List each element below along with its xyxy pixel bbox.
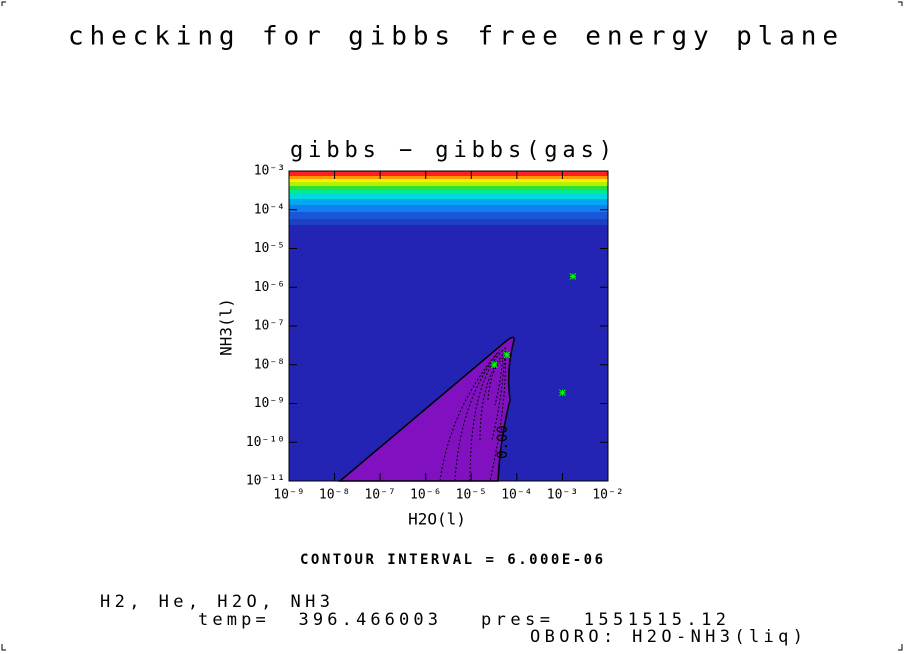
contour-fill <box>289 171 608 482</box>
marker <box>559 389 566 397</box>
x-tick-label: 10⁻⁹ <box>273 488 304 503</box>
x-tick-label: 10⁻⁸ <box>319 488 350 503</box>
x-tick-label: 10⁻⁶ <box>410 488 441 503</box>
y-tick-label: 10⁻¹⁰ <box>246 435 285 450</box>
y-tick-label: 10⁻⁹ <box>254 396 285 411</box>
annotation: temp= 396.466003 <box>198 610 438 630</box>
x-tick-label: 10⁻⁴ <box>501 488 532 503</box>
x-tick-label: 10⁻⁷ <box>364 488 395 503</box>
marker <box>503 351 511 359</box>
y-tick-label: 10⁻⁸ <box>254 357 285 372</box>
y-tick-label: 10⁻³ <box>254 164 285 179</box>
y-tick-label: 10⁻⁶ <box>254 280 285 295</box>
y-tick-label: 10⁻¹¹ <box>246 474 285 489</box>
y-tick-label: 10⁻⁴ <box>254 202 285 217</box>
x-tick-label: 10⁻³ <box>547 488 578 503</box>
contour-label: 0.00 <box>495 425 511 459</box>
annotation: pres= 1551515.12 <box>481 610 726 630</box>
x-axis-label: H2O(l) <box>408 510 466 529</box>
y-tick-label: 10⁻⁷ <box>254 319 285 334</box>
marker <box>569 273 577 280</box>
marker <box>490 361 498 369</box>
annotation: OBORO: H2O-NH3(liq) <box>530 627 803 647</box>
x-tick-label: 10⁻⁵ <box>456 488 487 503</box>
x-tick-label: 10⁻² <box>592 488 623 503</box>
y-tick-label: 10⁻⁵ <box>254 241 285 256</box>
y-axis-label: NH3(l) <box>217 298 236 356</box>
